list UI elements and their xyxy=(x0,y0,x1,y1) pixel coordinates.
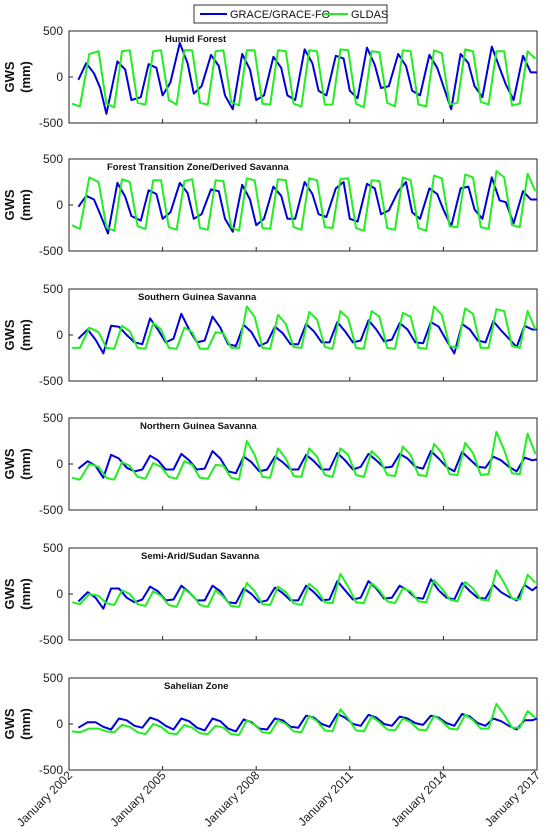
y-tick-label: 500 xyxy=(43,541,63,555)
y-tick-label: -500 xyxy=(39,503,63,517)
y-tick-label: 500 xyxy=(43,411,63,425)
x-axis-tick-labels: January 2002 January 2005 January 2008 Janu… xyxy=(14,768,544,830)
plot-area xyxy=(68,677,538,771)
y-tick-label: 0 xyxy=(56,457,63,471)
y-axis-label: (mm) xyxy=(18,578,33,610)
y-tick-label: 500 xyxy=(43,24,63,38)
series-line-gldas xyxy=(71,702,537,736)
x-tick-label: January 2002 xyxy=(14,768,76,830)
legend-box xyxy=(193,4,388,24)
y-tick-label: 500 xyxy=(43,152,63,166)
series-line-grace xyxy=(77,312,537,355)
y-tick-label: -500 xyxy=(39,763,63,777)
plot-area xyxy=(68,417,538,511)
series-line-gldas xyxy=(71,170,537,232)
y-axis-label: (mm) xyxy=(18,448,33,480)
x-tick-label: January 2011 xyxy=(295,768,356,829)
y-axis-label: GWS xyxy=(2,578,17,609)
panel-title: Southern Guinea Savanna xyxy=(138,292,257,303)
x-tick-label: January 2008 xyxy=(201,768,263,830)
y-axis-label: GWS xyxy=(2,319,17,350)
legend-label-gldas: GLDAS xyxy=(351,9,388,21)
panel-title: Northern Guinea Savanna xyxy=(140,421,257,432)
y-axis-label: GWS xyxy=(2,61,17,92)
panel-4: 500 0 -500 GWS (mm) Northern Guinea Savanna xyxy=(2,411,538,517)
panel-title: Semi-Arid/Sudan Savanna xyxy=(141,551,260,562)
y-axis-label: (mm) xyxy=(18,319,33,351)
y-tick-label: 0 xyxy=(56,587,63,601)
y-tick-label: 500 xyxy=(43,671,63,685)
y-tick-label: -500 xyxy=(39,633,63,647)
y-tick-label: -500 xyxy=(39,116,63,130)
y-axis-label: GWS xyxy=(2,708,17,739)
panel-2: 500 0 -500 GWS (mm) Forest Transition Zone/De… xyxy=(2,152,538,258)
panel-title: Sahelian Zone xyxy=(164,681,228,692)
series-line-gldas xyxy=(71,430,537,481)
plot-area xyxy=(68,158,538,252)
panel-title: Forest Transition Zone/Derived Savanna xyxy=(107,162,289,173)
plot-area xyxy=(68,547,538,641)
panel-6: 500 0 -500 GWS (mm) Sahelian Zone xyxy=(2,671,538,777)
y-tick-label: 0 xyxy=(56,717,63,731)
y-tick-label: 0 xyxy=(56,198,63,212)
y-tick-label: 0 xyxy=(56,70,63,84)
panel-3: 500 0 -500 GWS (mm) Southern Guinea Savanna xyxy=(2,282,538,388)
series-line-gldas xyxy=(71,48,537,109)
legend: GRACE/GRACE-FO GLDAS xyxy=(193,4,388,24)
x-tick-label: January 2014 xyxy=(388,768,450,830)
y-tick-label: -500 xyxy=(39,374,63,388)
series-line-gldas xyxy=(71,569,537,608)
panel-title: Humid Forest xyxy=(165,34,227,45)
panel-1: 500 0 -500 GWS (mm) Humid Forest xyxy=(2,24,538,130)
y-axis-label: (mm) xyxy=(18,708,33,740)
y-axis-label: (mm) xyxy=(18,61,33,93)
y-tick-label: 0 xyxy=(56,328,63,342)
y-axis-label: GWS xyxy=(2,448,17,479)
y-tick-label: 500 xyxy=(43,282,63,296)
y-tick-label: -500 xyxy=(39,244,63,258)
plot-area xyxy=(68,30,538,124)
x-tick-label: January 2005 xyxy=(107,768,169,830)
legend-label-grace: GRACE/GRACE-FO xyxy=(230,9,331,21)
x-tick-label: January 2017 xyxy=(482,768,544,830)
y-axis-label: GWS xyxy=(2,189,17,220)
panel-5: 500 0 -500 GWS (mm) Semi-Arid/Sudan Savanna xyxy=(2,541,538,647)
series-line-gldas xyxy=(72,305,537,350)
y-axis-label: (mm) xyxy=(18,189,33,221)
